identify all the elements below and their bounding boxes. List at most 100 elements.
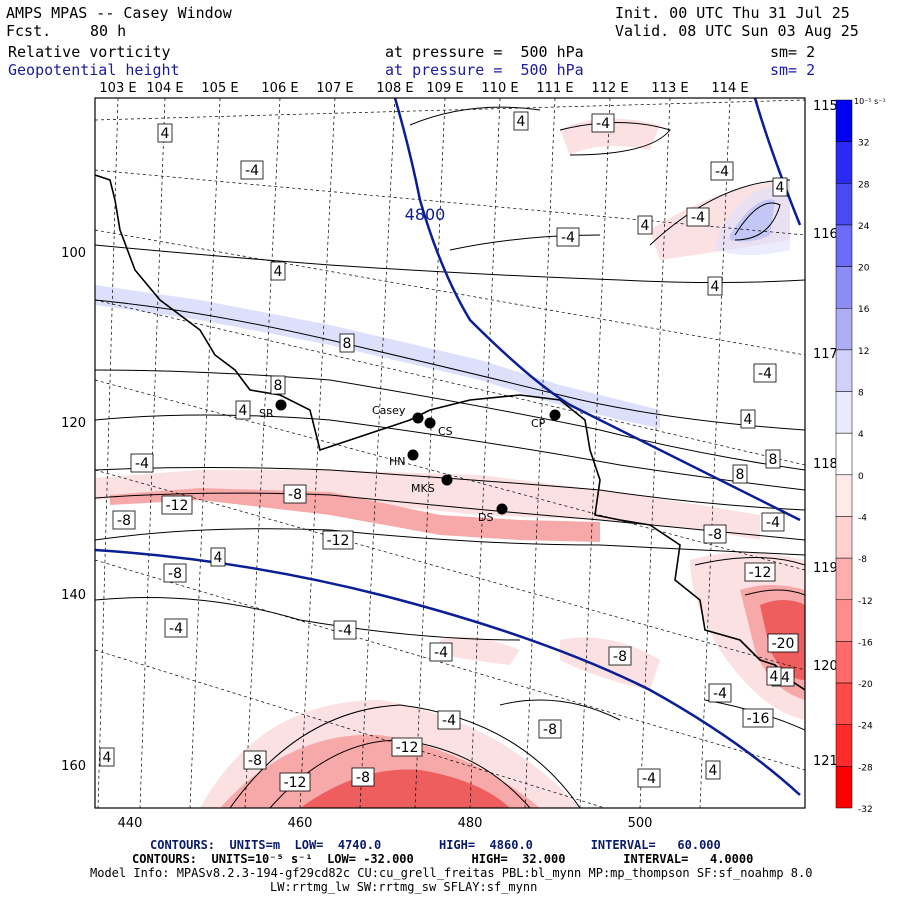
colorbar-label: -32 [858, 805, 873, 815]
vort-label: -8 [288, 487, 302, 503]
vort-label: -4 [442, 713, 456, 729]
height-contours [95, 98, 802, 796]
vort-label: -4 [713, 686, 727, 702]
station-marker [424, 417, 436, 429]
vort-label-box [164, 618, 188, 638]
vort-label-box [339, 333, 355, 353]
colorbar-label: -12 [858, 597, 873, 607]
colorbar-swatch [835, 432, 853, 476]
station-marker [441, 474, 453, 486]
vort-label-box [637, 768, 661, 788]
colorbar-swatch [835, 266, 853, 309]
top-lon-label: 110 E [481, 81, 518, 96]
colorbar-label: 32 [858, 139, 869, 149]
x-tick-label: 500 [628, 816, 653, 831]
colorbar-label: -28 [858, 763, 873, 773]
vort-label-box [710, 161, 734, 181]
vort-label: 4 [770, 669, 779, 685]
vort-label: 8 [769, 452, 778, 468]
top-lon-label: 114 E [711, 81, 748, 96]
vort-label: -8 [168, 566, 182, 582]
vorticity-contours [95, 106, 805, 808]
vort-label: -8 [543, 722, 557, 738]
station-label: SR [259, 407, 274, 420]
vort-label-box [765, 449, 781, 469]
colorbar-label: 8 [858, 389, 864, 399]
vort-label-box [235, 400, 251, 420]
colorbar-swatch [835, 141, 853, 184]
station-label: DS [478, 511, 493, 524]
vort-label: 8 [736, 467, 745, 483]
vort-label: -4 [169, 621, 183, 637]
vort-label-box [767, 633, 799, 653]
top-lon-label: 106 E [261, 81, 298, 96]
vort-label-box [705, 760, 721, 780]
vort-label: 4 [274, 264, 283, 280]
colorbar-label: 24 [858, 222, 870, 232]
vort-label-box [270, 261, 286, 281]
field1-name: Relative vorticity [8, 43, 171, 61]
vort-label-box [99, 747, 115, 767]
colorbar-label: 0 [858, 472, 864, 482]
vort-label: -4 [135, 456, 149, 472]
vort-label-box [761, 512, 785, 532]
vort-label-box [744, 562, 776, 582]
vort-label: -4 [642, 771, 656, 787]
stations: SR Casey CS CP HN MKS DS [259, 399, 561, 524]
vort-label-box [210, 547, 226, 567]
vort-label-box [753, 363, 777, 383]
station-label: CS [438, 425, 453, 438]
footer-vort-contours: CONTOURS: UNITS=10⁻⁵ s⁻¹ LOW= -32.000 HI… [132, 852, 754, 866]
vort-label-box [708, 683, 732, 703]
station-marker [275, 399, 287, 411]
colorbar: 32 28 24 20 16 12 8 4 0 -4 -8 -12 -16 -20 -24 -28 -32 10⁻… [835, 97, 886, 815]
vort-label-box [112, 510, 136, 530]
coastline [95, 174, 805, 691]
vort-label: -20 [772, 636, 795, 652]
colorbar-swatch [835, 641, 853, 684]
vort-label: -12 [327, 533, 350, 549]
vort-label-box [429, 642, 453, 662]
vort-label: 4 [744, 412, 753, 428]
station-marker [407, 449, 419, 461]
y-tick-label: 120 [61, 416, 86, 431]
colorbar-unit: 10⁻⁵ s⁻¹ [854, 97, 886, 106]
colorbar-label: 12 [858, 347, 869, 357]
vorticity-labels: 4 -4 4 -4 -4 -4 4 -4 4 4 4 8 -4 8 4 4 8 8 -4 -12 -8 -8 -12 4 -8 -… [99, 111, 799, 792]
y-tick-label: 140 [61, 588, 86, 603]
vort-label-box [270, 375, 286, 395]
vort-label-box [637, 215, 653, 235]
top-lon-label: 111 E [536, 81, 573, 96]
colorbar-swatch [835, 474, 853, 517]
footer-model-info-2: LW:rrtmg_lw SW:rrtmg_sw SFLAY:sf_mynn [270, 880, 538, 894]
vort-label: 4 [641, 218, 650, 234]
colorbar-swatch [835, 599, 853, 642]
vort-label: 4 [711, 279, 720, 295]
vort-label-box [161, 495, 193, 515]
vort-label: -4 [766, 515, 780, 531]
vort-label: 4 [709, 763, 718, 779]
vort-label-box [740, 409, 756, 429]
vort-label: -8 [356, 770, 370, 786]
vort-label-box [732, 464, 748, 484]
top-lon-label: 112 E [591, 81, 628, 96]
vort-label-box [279, 772, 311, 792]
colorbar-swatch [835, 516, 853, 559]
vort-label: -4 [338, 623, 352, 639]
vort-label: -12 [749, 565, 772, 581]
field2-pressure: at pressure = 500 hPa [385, 61, 584, 79]
colorbar-swatch [835, 349, 853, 392]
colorbar-label: -20 [858, 680, 873, 690]
vort-label: -8 [117, 513, 131, 529]
colorbar-label: 28 [858, 180, 870, 190]
vort-label-box [707, 276, 723, 296]
footer-height-contours: CONTOURS: UNITS=m LOW= 4740.0 HIGH= 4860… [150, 838, 721, 852]
vort-label: -16 [747, 711, 770, 727]
x-tick-label: 480 [458, 816, 483, 831]
field2-name: Geopotential height [8, 61, 180, 79]
model-title: AMPS MPAS -- Casey Window [6, 4, 232, 22]
colorbar-label: 20 [858, 264, 870, 274]
y-tick-label: 100 [61, 246, 86, 261]
vort-label-box [591, 113, 615, 133]
